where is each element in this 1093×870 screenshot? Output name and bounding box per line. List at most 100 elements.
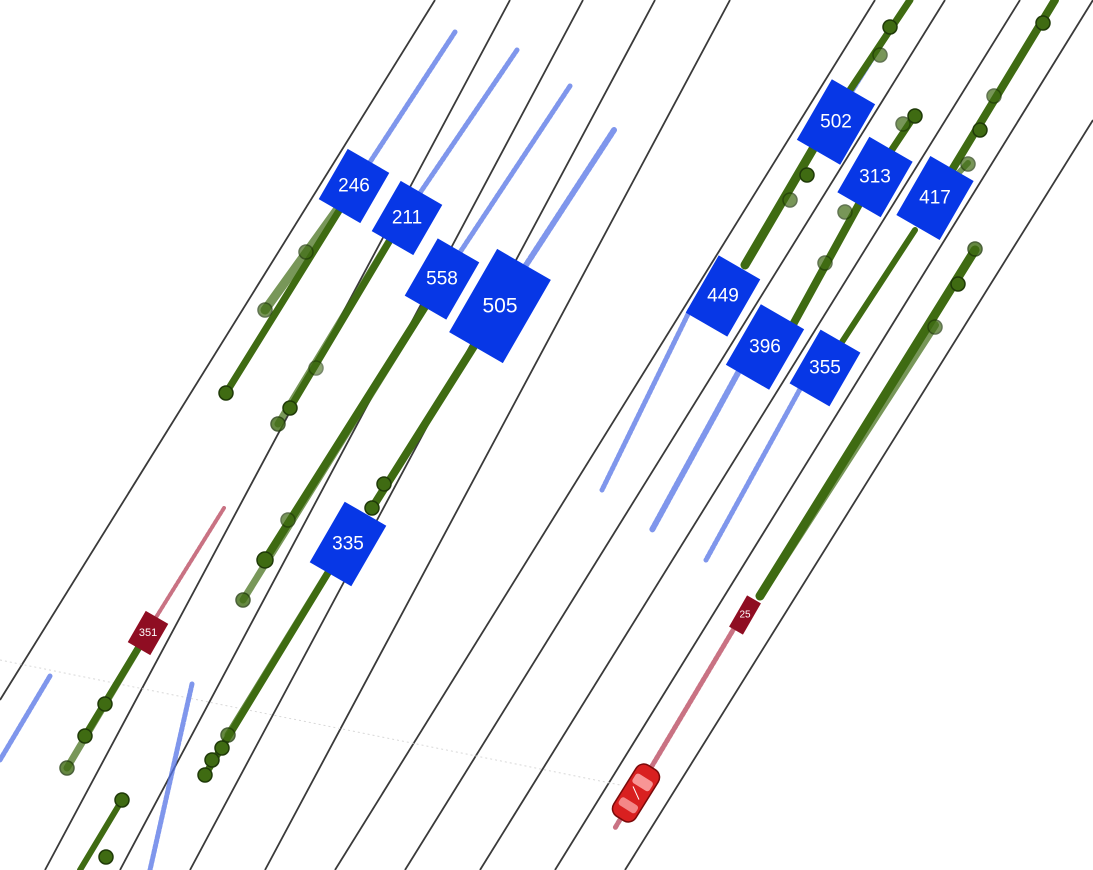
vehicle-box bbox=[685, 255, 761, 337]
trajectory-waypoint bbox=[235, 592, 251, 608]
vehicle-449[interactable]: 449 bbox=[685, 255, 761, 337]
trajectory-waypoint bbox=[927, 319, 943, 335]
ego-vehicle[interactable] bbox=[609, 761, 663, 826]
car-windshield bbox=[632, 773, 653, 792]
trajectory-waypoint bbox=[817, 255, 833, 271]
crosswalk-guide bbox=[0, 659, 621, 786]
vehicle-box bbox=[837, 136, 913, 218]
car-icon[interactable] bbox=[609, 761, 663, 826]
traj-211-alt bbox=[274, 211, 409, 428]
trajectory-waypoint bbox=[967, 241, 983, 257]
vehicle-box bbox=[404, 238, 480, 320]
trajectory-waypoint bbox=[282, 400, 298, 416]
vehicle-id-label: 355 bbox=[809, 358, 841, 379]
trail-211 bbox=[402, 47, 520, 218]
trajectory-waypoint bbox=[197, 767, 213, 783]
traj-558-alt bbox=[239, 271, 449, 604]
trajectory-waypoint bbox=[782, 192, 798, 208]
lane-line bbox=[404, 0, 946, 870]
vehicle-313[interactable]: 313 bbox=[837, 136, 913, 218]
trail-left-2 bbox=[147, 681, 195, 870]
lane-line bbox=[334, 0, 876, 870]
vehicle-505[interactable]: 505 bbox=[449, 248, 551, 364]
trail-351 bbox=[143, 506, 226, 637]
lane-line bbox=[119, 0, 584, 870]
vehicle-502[interactable]: 502 bbox=[796, 79, 876, 165]
trajectory-waypoint bbox=[882, 19, 898, 35]
trajectory-waypoint bbox=[214, 740, 230, 756]
trajectory-waypoint bbox=[308, 360, 324, 376]
trail-449 bbox=[599, 307, 693, 493]
lane-crossline bbox=[0, 659, 621, 786]
vehicle-id-label: 351 bbox=[139, 627, 157, 639]
trajectory-waypoint bbox=[376, 476, 392, 492]
vehicle-id-label: 25 bbox=[739, 610, 751, 621]
trail-396 bbox=[649, 357, 748, 533]
trajectory-waypoint bbox=[872, 47, 888, 63]
trajectory-waypoint bbox=[972, 122, 988, 138]
vehicle-id-label: 449 bbox=[707, 286, 739, 307]
vehicle-355[interactable]: 355 bbox=[789, 329, 861, 407]
vehicle-box bbox=[896, 156, 974, 240]
vehicle-box bbox=[796, 79, 876, 165]
vehicle-id-label: 211 bbox=[392, 208, 422, 229]
trail-246 bbox=[352, 29, 458, 188]
vehicle-id-label: 396 bbox=[749, 337, 781, 358]
vehicle-417[interactable]: 417 bbox=[896, 156, 974, 240]
car-detail bbox=[632, 786, 640, 800]
lane-line bbox=[0, 0, 436, 701]
trajectory-waypoint bbox=[256, 551, 274, 569]
vehicle-246[interactable]: 246 bbox=[318, 148, 390, 224]
vehicle-396[interactable]: 396 bbox=[725, 304, 805, 390]
vehicle-id-label: 246 bbox=[338, 176, 370, 197]
trajectory-waypoint bbox=[907, 108, 923, 124]
trajectory-waypoint bbox=[59, 760, 75, 776]
vehicle-id-label: 335 bbox=[332, 534, 364, 555]
traj-25-alt bbox=[756, 321, 939, 600]
trajectory-waypoint bbox=[799, 167, 815, 183]
trail-558 bbox=[442, 83, 573, 278]
traj-left-low bbox=[77, 797, 125, 870]
trajectory-waypoint bbox=[986, 88, 1002, 104]
vehicle-box bbox=[725, 304, 805, 390]
trajectory-waypoint bbox=[77, 728, 93, 744]
trajectory-waypoint bbox=[220, 727, 236, 743]
lane-line bbox=[624, 119, 1093, 870]
vehicle-id-label: 558 bbox=[426, 269, 458, 290]
trajectory-waypoint bbox=[895, 116, 911, 132]
trajectory-waypoint bbox=[257, 302, 273, 318]
trajectory-waypoint bbox=[97, 696, 113, 712]
lane-line bbox=[554, 0, 1093, 870]
vehicle-box bbox=[318, 148, 390, 224]
trajectory-waypoint bbox=[98, 849, 114, 865]
vehicle-box bbox=[449, 248, 551, 364]
trajectory-waypoint bbox=[204, 752, 220, 768]
trajectory-waypoint bbox=[114, 792, 130, 808]
vehicle-25x[interactable]: 25 bbox=[729, 595, 761, 635]
vehicle-351[interactable]: 351 bbox=[127, 610, 169, 656]
vehicle-box bbox=[309, 501, 387, 587]
vehicle-335[interactable]: 335 bbox=[309, 501, 387, 587]
trajectory-waypoint bbox=[950, 276, 966, 292]
vehicle-box bbox=[371, 180, 443, 256]
trajectory-waypoint bbox=[280, 512, 296, 528]
vehicle-box bbox=[729, 595, 761, 635]
predicted-trajectories bbox=[59, 0, 1059, 870]
vehicle-558[interactable]: 558 bbox=[404, 238, 480, 320]
trajectory-waypoint bbox=[960, 156, 976, 172]
lane-line bbox=[479, 0, 1021, 870]
trail-left-1 bbox=[0, 673, 53, 763]
vehicle-id-label: 505 bbox=[482, 295, 517, 318]
trajectory-waypoint bbox=[218, 385, 234, 401]
trajectory-waypoint bbox=[270, 416, 286, 432]
car-rear-window bbox=[618, 797, 639, 814]
vehicle-box bbox=[789, 329, 861, 407]
trail-355 bbox=[703, 377, 808, 563]
trajectory-waypoint bbox=[1035, 15, 1051, 31]
trajectory-waypoint bbox=[837, 204, 853, 220]
vehicle-id-label: 417 bbox=[919, 188, 951, 209]
vehicle-211[interactable]: 211 bbox=[371, 180, 443, 256]
trajectory-waypoint bbox=[298, 244, 314, 260]
lane-line bbox=[44, 0, 511, 870]
